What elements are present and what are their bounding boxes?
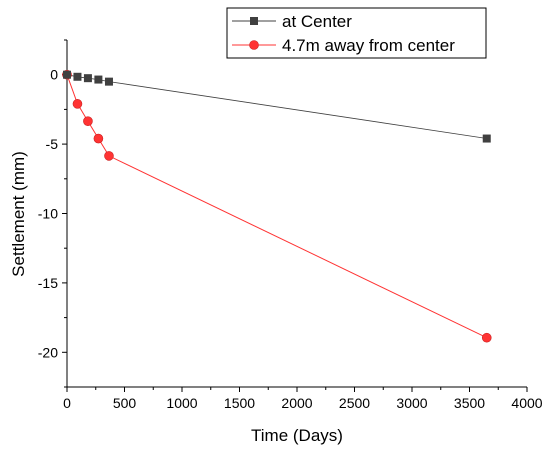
legend-label-at-center: at Center <box>282 12 352 31</box>
x-tick-label: 1500 <box>224 395 255 411</box>
y-tick-label: 0 <box>50 67 58 83</box>
y-tick-label: -10 <box>38 206 58 222</box>
x-tick-label: 500 <box>113 395 137 411</box>
data-point-circle <box>72 99 83 109</box>
legend-marker-away <box>249 40 259 50</box>
axes <box>66 40 527 388</box>
series-lines <box>66 74 488 339</box>
legend: at Center 4.7m away from center <box>226 7 487 59</box>
y-tick-label: -15 <box>38 275 58 291</box>
data-point-circle <box>481 332 492 343</box>
data-point-circle <box>93 133 104 144</box>
x-tick-label: 1000 <box>166 395 197 411</box>
x-tick-label: 2000 <box>281 395 312 411</box>
legend-label-away: 4.7m away from center <box>282 36 455 55</box>
legend-marker-at-center <box>250 17 258 25</box>
data-point-square <box>94 75 103 84</box>
x-tick-label: 3000 <box>396 395 427 411</box>
legend-box <box>226 7 487 59</box>
data-point-circle <box>83 116 93 126</box>
x-axis-title: Time (Days) <box>251 426 343 445</box>
y-tick-label: -20 <box>38 344 58 360</box>
x-tick-label: 4000 <box>511 395 542 411</box>
x-tick-label: 0 <box>63 395 71 411</box>
y-axis-title: Settlement (mm) <box>9 151 28 277</box>
data-point-square <box>63 70 71 79</box>
x-tick-label: 3500 <box>454 395 485 411</box>
series-line-1 <box>66 74 488 339</box>
series-points <box>62 69 492 343</box>
x-tick-label: 2500 <box>339 395 370 411</box>
data-point-square <box>83 74 92 83</box>
data-point-square <box>482 134 491 143</box>
data-point-square <box>73 72 82 81</box>
data-point-square <box>104 77 113 86</box>
series-line-0 <box>66 74 487 139</box>
ticks: 0 500 1000 1500 2000 2500 3000 3500 4000 0 -5 -10 -1… <box>38 39 543 411</box>
data-point-circle <box>104 151 114 161</box>
y-tick-label: -5 <box>46 136 59 152</box>
